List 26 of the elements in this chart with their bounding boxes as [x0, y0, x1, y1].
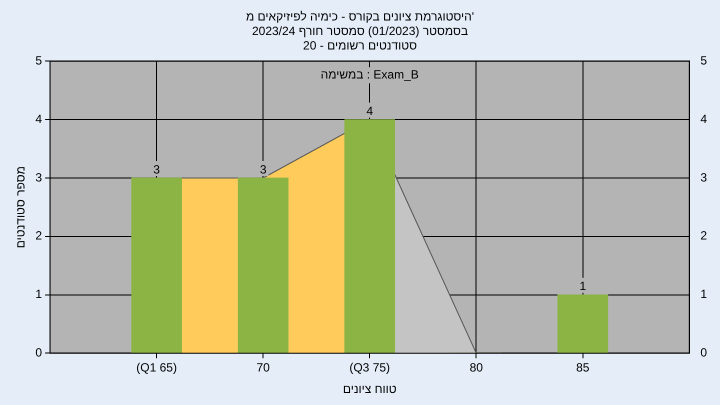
x-tick-label: 70	[256, 360, 270, 375]
x-tick-label: 80	[470, 360, 484, 375]
chart-subtitle: בסמסטר (01/2023) סמסטר חורף 2023/24 סטודנטים רשומים - 20	[252, 24, 468, 52]
y2-tick-label: 5	[700, 54, 708, 68]
data-label: 3	[153, 162, 160, 176]
x-tick-label: 85	[576, 360, 590, 375]
y2-tick-label: 2	[700, 228, 708, 243]
data-label: 4	[366, 104, 374, 118]
y2-tick-label: 4	[700, 112, 708, 126]
annotation: במשימה : Exam_B	[320, 68, 419, 82]
y2-tick-label: 0	[700, 346, 708, 360]
data-label: 1	[579, 279, 586, 294]
y-tick-label: 0	[35, 346, 42, 360]
y-tick-label: 1	[35, 287, 42, 302]
y2-tick-label: 3	[700, 170, 708, 184]
y-tick-label: 5	[35, 54, 42, 68]
y-tick-label: 4	[35, 112, 42, 126]
y-tick-label: 2	[35, 228, 42, 243]
y-tick-label: 3	[35, 170, 42, 184]
y-axis-title: מספר סטודנטים	[14, 166, 28, 248]
x-tick-label: (Q3 75)	[349, 360, 390, 375]
y2-tick-label: 1	[700, 287, 708, 302]
data-label: 3	[260, 162, 267, 176]
x-tick-label: (Q1 65)	[136, 360, 177, 375]
chart-title: היסטוגרמת ציונים בקורס - כימיה לפיזיקאים מ'	[246, 10, 474, 24]
x-axis-title: טווח ציונים	[342, 382, 397, 396]
